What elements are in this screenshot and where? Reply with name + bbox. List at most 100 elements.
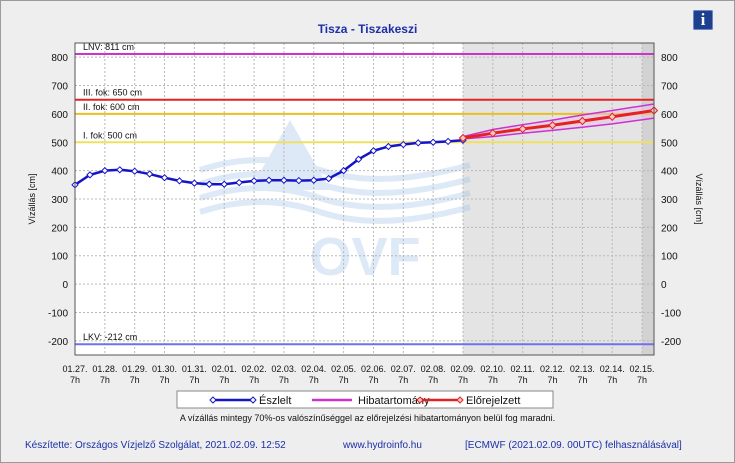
x-tick-hour-label: 7h	[279, 375, 289, 385]
x-tick-hour-label: 7h	[518, 375, 528, 385]
observed-point	[190, 179, 199, 187]
y-tick-label-right: 600	[661, 110, 678, 121]
observed-point	[101, 166, 109, 175]
reference-line-label: I. fok: 500 cm	[83, 130, 137, 140]
observed-point	[369, 147, 378, 155]
observed-point	[130, 167, 139, 175]
x-tick-hour-label: 7h	[309, 375, 319, 385]
observed-point	[444, 137, 452, 146]
legend-marker	[249, 396, 257, 404]
footer-website-link[interactable]: www.hydroinfo.hu	[343, 440, 422, 451]
observed-point	[175, 177, 184, 185]
observed-point	[86, 171, 94, 179]
x-tick-date-label: 02.03.	[271, 364, 296, 374]
legend-label: Előrejelzett	[466, 395, 520, 407]
forecast-footnote: A vízállás mintegy 70%-os valószínűségge…	[179, 413, 556, 423]
observed-point	[354, 155, 363, 163]
x-tick-date-label: 02.14.	[600, 364, 625, 374]
observed-point	[265, 176, 273, 184]
forecast-point	[488, 128, 498, 138]
reference-line-label: LNV: 811 cm	[83, 42, 134, 52]
x-tick-hour-label: 7h	[160, 375, 170, 385]
x-tick-hour-label: 7h	[219, 375, 229, 385]
legend-label: Hibatartomány	[358, 395, 430, 407]
x-tick-hour-label: 7h	[398, 375, 408, 385]
y-tick-label-left: 500	[51, 138, 68, 149]
ovf-logo-watermark: OVF	[199, 120, 471, 287]
x-tick-hour-label: 7h	[249, 375, 259, 385]
x-tick-hour-label: 7h	[607, 375, 617, 385]
y-tick-label-right: -100	[661, 308, 681, 319]
y-tick-label-left: 400	[51, 167, 68, 178]
x-tick-date-label: 01.30.	[152, 364, 177, 374]
plot-frame	[74, 42, 655, 356]
observed-point	[205, 180, 214, 188]
x-tick-hour-label: 7h	[548, 375, 558, 385]
y-tick-label-left: 0	[62, 280, 68, 291]
x-tick-date-label: 02.15.	[630, 364, 655, 374]
y-tick-label-left: 800	[51, 53, 68, 64]
y-tick-label-right: 100	[661, 252, 678, 263]
y-tick-label-left: 300	[51, 195, 68, 206]
x-tick-date-label: 02.08.	[421, 364, 446, 374]
forecast-point	[518, 124, 527, 134]
observed-point	[250, 177, 258, 185]
x-tick-hour-label: 7h	[189, 375, 199, 385]
x-tick-hour-label: 7h	[100, 375, 110, 385]
y-tick-label-left: 700	[51, 82, 68, 93]
forecast-point	[548, 121, 557, 130]
x-tick-date-label: 02.09.	[450, 364, 475, 374]
y-tick-label-right: 200	[661, 223, 678, 234]
x-tick-date-label: 02.05.	[331, 364, 356, 374]
observed-point	[399, 140, 408, 149]
y-tick-label-right: 300	[661, 195, 678, 206]
x-tick-hour-label: 7h	[637, 375, 647, 385]
observed-point	[220, 180, 228, 188]
forecast-point	[458, 133, 468, 143]
x-tick-date-label: 01.28.	[92, 364, 117, 374]
forecast-region	[462, 43, 654, 355]
x-tick-date-label: 02.12.	[540, 364, 565, 374]
x-tick-hour-label: 7h	[70, 375, 80, 385]
footer-author: Készítette: Országos Vízjelző Szolgálat,…	[25, 440, 286, 451]
observed-point	[160, 174, 169, 182]
x-tick-date-label: 02.11.	[511, 364, 535, 374]
x-tick-date-label: 01.29.	[122, 364, 147, 374]
y-axis-label-right: Vízállás [cm]	[694, 173, 704, 224]
x-tick-date-label: 02.01.	[212, 364, 237, 374]
x-tick-date-label: 02.13.	[570, 364, 595, 374]
observed-point	[429, 138, 437, 146]
y-tick-label-left: -200	[48, 337, 68, 348]
x-tick-hour-label: 7h	[458, 375, 468, 385]
legend-marker	[456, 396, 464, 404]
forecast-point	[608, 112, 617, 121]
x-tick-date-label: 02.06.	[361, 364, 386, 374]
y-tick-label-left: -100	[48, 308, 68, 319]
legend-marker	[209, 396, 217, 404]
observed-point	[310, 176, 318, 184]
y-tick-label-left: 200	[51, 223, 68, 234]
y-tick-label-left: 600	[51, 110, 68, 121]
y-axis-label-left: Vízállás [cm]	[27, 173, 37, 224]
chart-title: Tisza - Tiszakeszi	[317, 22, 418, 36]
x-tick-hour-label: 7h	[130, 375, 140, 385]
y-tick-label-right: 0	[661, 280, 667, 291]
reference-line-label: III. fok: 650 cm	[83, 88, 142, 98]
footer-model-note: [ECMWF (2021.02.09. 00UTC) felhasználásá…	[465, 440, 682, 451]
x-tick-hour-label: 7h	[428, 375, 438, 385]
legend-label: Észlelt	[259, 394, 291, 407]
logo-mountain	[250, 120, 330, 190]
logo-wave	[199, 171, 471, 196]
x-tick-date-label: 02.02.	[242, 364, 267, 374]
observed-point	[339, 166, 348, 175]
legend-marker	[416, 396, 424, 404]
x-tick-hour-label: 7h	[339, 375, 349, 385]
logo-wave	[199, 199, 471, 224]
reference-line-label: II. fok: 600 cm	[83, 102, 140, 112]
info-icon[interactable]: i	[693, 10, 713, 30]
reference-line-label: LKV: -212 cm	[83, 332, 137, 342]
logo-text: OVF	[309, 227, 420, 287]
observed-point	[116, 166, 124, 174]
logo-wave	[199, 157, 471, 182]
